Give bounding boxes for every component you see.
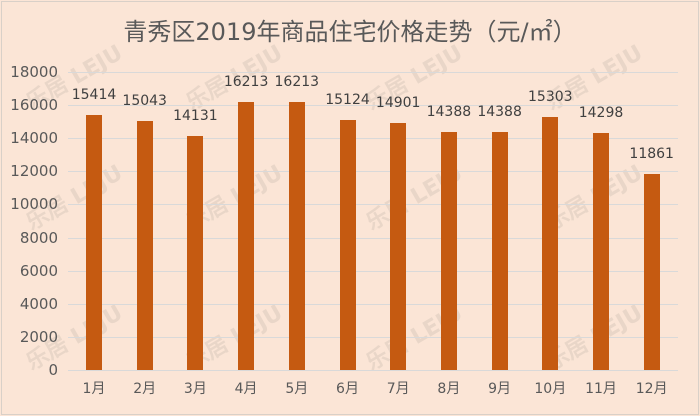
data-label: 15303: [528, 88, 573, 105]
y-tick-label: 14000: [10, 129, 58, 148]
y-tick-label: 12000: [10, 162, 58, 181]
bar: [593, 133, 609, 370]
x-tick-label: 1月: [82, 381, 106, 397]
bar: [187, 136, 204, 370]
data-label: 14901: [375, 95, 421, 112]
gridline: [68, 370, 678, 371]
data-label: 15414: [71, 86, 117, 103]
bar: [491, 131, 508, 370]
x-tick-label: 5月: [285, 381, 309, 397]
data-label: 16213: [274, 73, 320, 90]
y-tick-label: 0: [48, 361, 58, 379]
bar: [339, 119, 356, 370]
data-label: 14298: [578, 105, 624, 122]
x-tick-label: 12月: [635, 381, 668, 397]
x-tick-label: 2月: [133, 381, 157, 397]
data-label: 15124: [325, 91, 370, 108]
bar: [238, 101, 255, 370]
gridline: [68, 237, 678, 239]
data-label: 14388: [426, 103, 472, 120]
bar: [86, 114, 102, 370]
x-tick-label: 9月: [488, 381, 512, 397]
y-tick-label: 2000: [19, 327, 58, 346]
bar: [440, 131, 457, 370]
bar: [542, 116, 559, 370]
x-tick-label: 4月: [234, 381, 258, 397]
bar: [136, 120, 153, 370]
gridline: [68, 204, 678, 206]
gridline: [68, 171, 678, 173]
gridline: [68, 270, 678, 272]
gridline: [68, 72, 678, 73]
data-label: 14131: [173, 108, 218, 125]
gridline: [68, 336, 678, 338]
bar: [643, 173, 660, 370]
y-tick-label: 16000: [10, 96, 58, 115]
bar: [288, 101, 305, 370]
data-label: 14388: [477, 103, 522, 120]
y-tick-label: 6000: [19, 261, 58, 280]
gridline: [68, 303, 678, 305]
data-label: 15043: [122, 92, 167, 109]
gridline: [68, 138, 678, 140]
gridline: [68, 105, 678, 107]
x-tick-label: 10月: [534, 381, 567, 397]
chart-title: 青秀区2019年商品住宅价格走势（元/㎡）: [123, 18, 577, 46]
x-tick-label: 3月: [183, 381, 207, 397]
x-tick-label: 11月: [585, 381, 617, 397]
bar: [390, 123, 407, 370]
x-tick-label: 7月: [386, 381, 410, 397]
y-tick-label: 18000: [10, 63, 58, 81]
y-tick-label: 4000: [19, 294, 58, 313]
x-tick-label: 8月: [437, 381, 461, 397]
y-tick-label: 8000: [19, 228, 58, 247]
x-tick-label: 6月: [336, 381, 359, 397]
data-label: 11861: [629, 145, 674, 162]
data-label: 16213: [223, 73, 269, 90]
y-tick-label: 10000: [10, 195, 58, 214]
